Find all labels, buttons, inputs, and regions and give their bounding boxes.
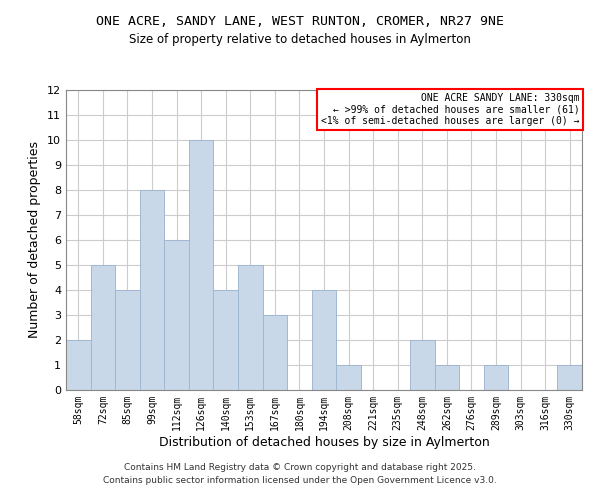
Text: Contains public sector information licensed under the Open Government Licence v3: Contains public sector information licen… (103, 476, 497, 485)
Bar (66, 340, 91, 390)
Bar (336, 365, 361, 390)
Bar (189, 140, 214, 390)
Bar (263, 315, 287, 390)
Bar (434, 365, 459, 390)
Bar (312, 290, 336, 390)
Text: Contains HM Land Registry data © Crown copyright and database right 2025.: Contains HM Land Registry data © Crown c… (124, 464, 476, 472)
Bar (238, 265, 263, 390)
Bar (115, 290, 140, 390)
Bar (410, 340, 434, 390)
Bar (140, 190, 164, 390)
X-axis label: Distribution of detached houses by size in Aylmerton: Distribution of detached houses by size … (158, 436, 490, 448)
Bar (91, 265, 115, 390)
Text: ONE ACRE SANDY LANE: 330sqm
← >99% of detached houses are smaller (61)
<1% of se: ONE ACRE SANDY LANE: 330sqm ← >99% of de… (321, 93, 580, 126)
Text: Size of property relative to detached houses in Aylmerton: Size of property relative to detached ho… (129, 32, 471, 46)
Bar (214, 290, 238, 390)
Bar (557, 365, 582, 390)
Bar (484, 365, 508, 390)
Bar (164, 240, 189, 390)
Text: ONE ACRE, SANDY LANE, WEST RUNTON, CROMER, NR27 9NE: ONE ACRE, SANDY LANE, WEST RUNTON, CROME… (96, 15, 504, 28)
Y-axis label: Number of detached properties: Number of detached properties (28, 142, 41, 338)
